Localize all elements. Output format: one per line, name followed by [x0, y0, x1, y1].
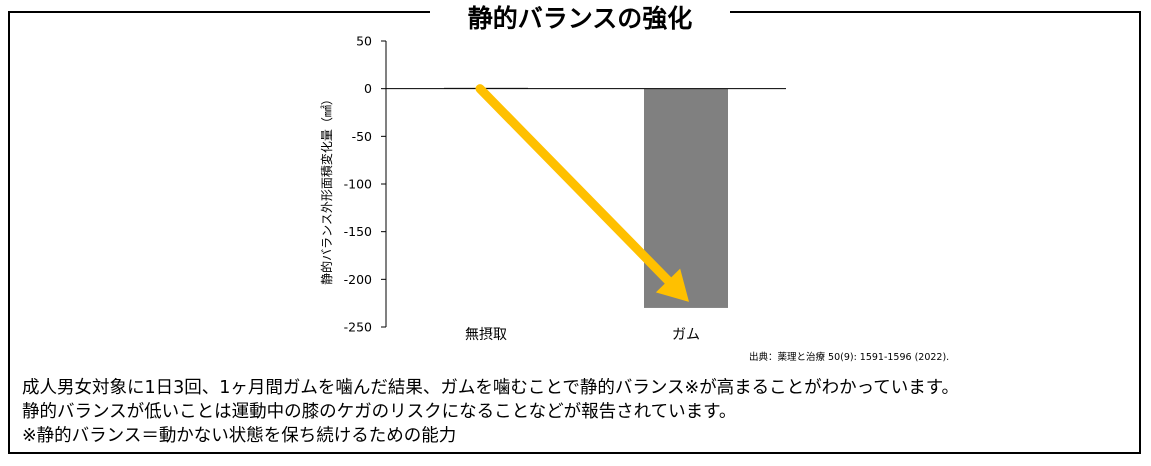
x-axis-labels: 無摂取 ガム [465, 327, 700, 343]
y-tick-label: -250 [344, 320, 372, 335]
description: 成人男女対象に1日3回、1ヶ月間ガムを噛んだ結果、ガムを噛むことで静的バランス※… [22, 376, 959, 448]
x-category-label: 無摂取 [465, 327, 507, 343]
trend-arrow-head [655, 268, 689, 302]
y-tick-label: -200 [344, 272, 372, 287]
y-tick-label: 50 [356, 34, 372, 49]
description-line: 成人男女対象に1日3回、1ヶ月間ガムを噛んだ結果、ガムを噛むことで静的バランス※… [22, 378, 960, 398]
description-line: ※静的バランス＝動かない状態を保ち続けるための能力 [22, 426, 457, 446]
trend-arrow [475, 84, 689, 302]
y-tick-label: 0 [364, 81, 372, 96]
source-citation: 出典：薬理と治療 50(9): 1591-1596 (2022). [749, 352, 950, 363]
y-axis-label: 静的バランス外形面積変化量（㎟） [319, 93, 334, 285]
y-tick-label: -50 [352, 129, 372, 144]
y-axis: 50 0 -50 -100 -150 -200 -250 [344, 34, 387, 335]
description-line: 静的バランスが低いことは運動中の膝のケガのリスクになることなどが報告されています… [22, 402, 737, 422]
page-title: 静的バランスの強化 [430, 0, 730, 36]
x-category-label: ガム [672, 327, 700, 343]
y-tick-label: -150 [344, 224, 372, 239]
y-tick-label: -100 [344, 177, 372, 192]
trend-arrow-shaft [475, 84, 674, 287]
